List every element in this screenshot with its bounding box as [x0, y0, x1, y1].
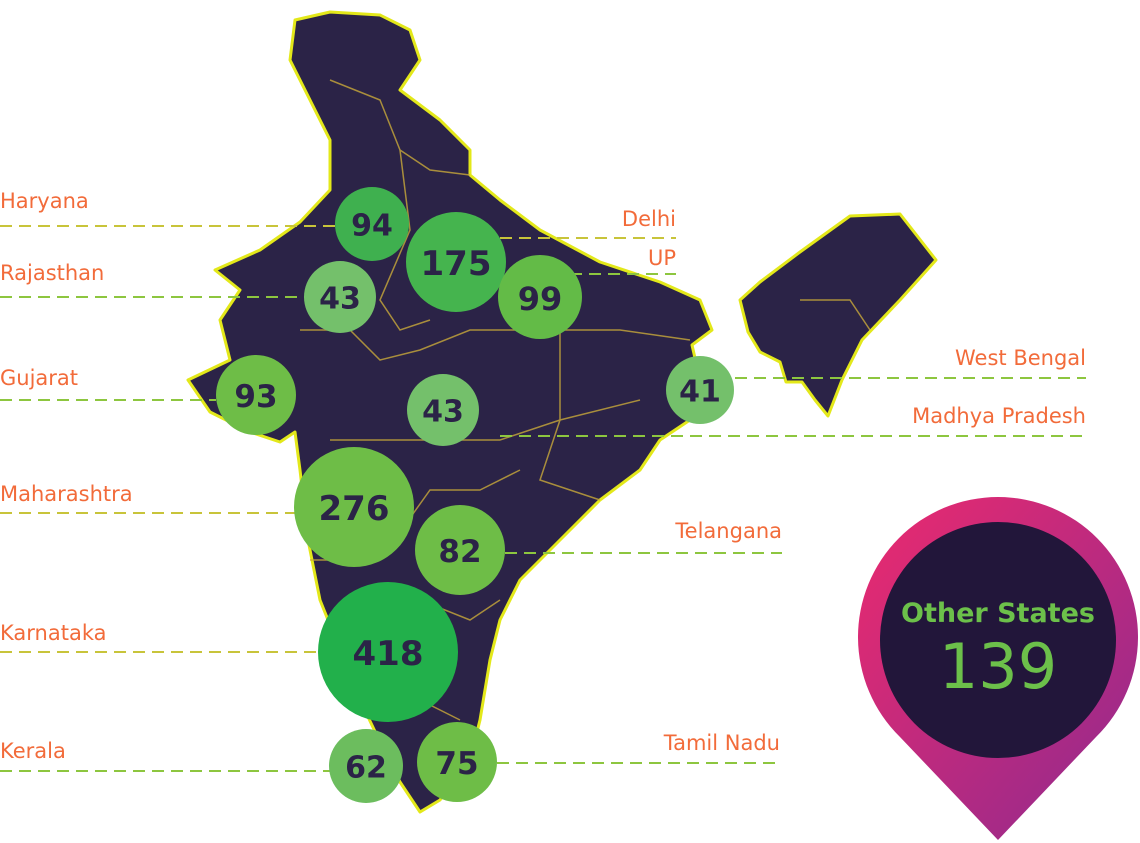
up-label: UP: [648, 246, 676, 270]
maharashtra-value: 276: [319, 489, 390, 529]
madhya-pradesh-value: 43: [422, 395, 464, 430]
rajasthan-bubble: [304, 261, 376, 333]
haryana-value: 94: [351, 209, 393, 244]
karnataka-label: Karnataka: [0, 621, 106, 645]
maharashtra-label: Maharashtra: [0, 482, 133, 506]
other-states-value: 139: [939, 630, 1057, 703]
up-value: 99: [518, 280, 563, 318]
gujarat-bubble: [216, 355, 296, 435]
madhya-pradesh-bubble: [407, 374, 479, 446]
tamil-nadu-bubble: [417, 722, 497, 802]
kerala-label: Kerala: [0, 739, 66, 763]
west-bengal-label: West Bengal: [955, 346, 1086, 370]
pin-inner-circle: [880, 522, 1116, 758]
gujarat-label: Gujarat: [0, 366, 78, 390]
tamil-nadu-label: Tamil Nadu: [663, 731, 780, 755]
kerala-value: 62: [345, 751, 387, 786]
india-map: [186, 10, 938, 814]
rajasthan-label: Rajasthan: [0, 261, 104, 285]
haryana-bubble: [335, 187, 409, 261]
up-bubble: [498, 255, 582, 339]
telangana-bubble: [415, 505, 505, 595]
telangana-value: 82: [438, 534, 481, 570]
delhi-value: 175: [421, 244, 492, 284]
rajasthan-value: 43: [319, 282, 361, 317]
west-bengal-value: 41: [679, 375, 721, 410]
telangana-label: Telangana: [674, 519, 782, 543]
karnataka-value: 418: [353, 634, 424, 674]
madhya-pradesh-label: Madhya Pradesh: [912, 404, 1086, 428]
tamil-nadu-value: 75: [435, 746, 478, 782]
kerala-bubble: [329, 729, 403, 803]
state-borders: [300, 79, 871, 721]
west-bengal-bubble: [666, 356, 734, 424]
gujarat-value: 93: [234, 379, 277, 415]
maharashtra-bubble: [294, 447, 414, 567]
haryana-label: Haryana: [0, 189, 89, 213]
delhi-bubble: [406, 212, 506, 312]
other-states-label: Other States: [901, 598, 1095, 629]
india-northeast: [738, 212, 938, 418]
karnataka-bubble: [318, 582, 458, 722]
delhi-label: Delhi: [622, 207, 676, 231]
other-states-pin: Other States 139: [858, 497, 1139, 840]
